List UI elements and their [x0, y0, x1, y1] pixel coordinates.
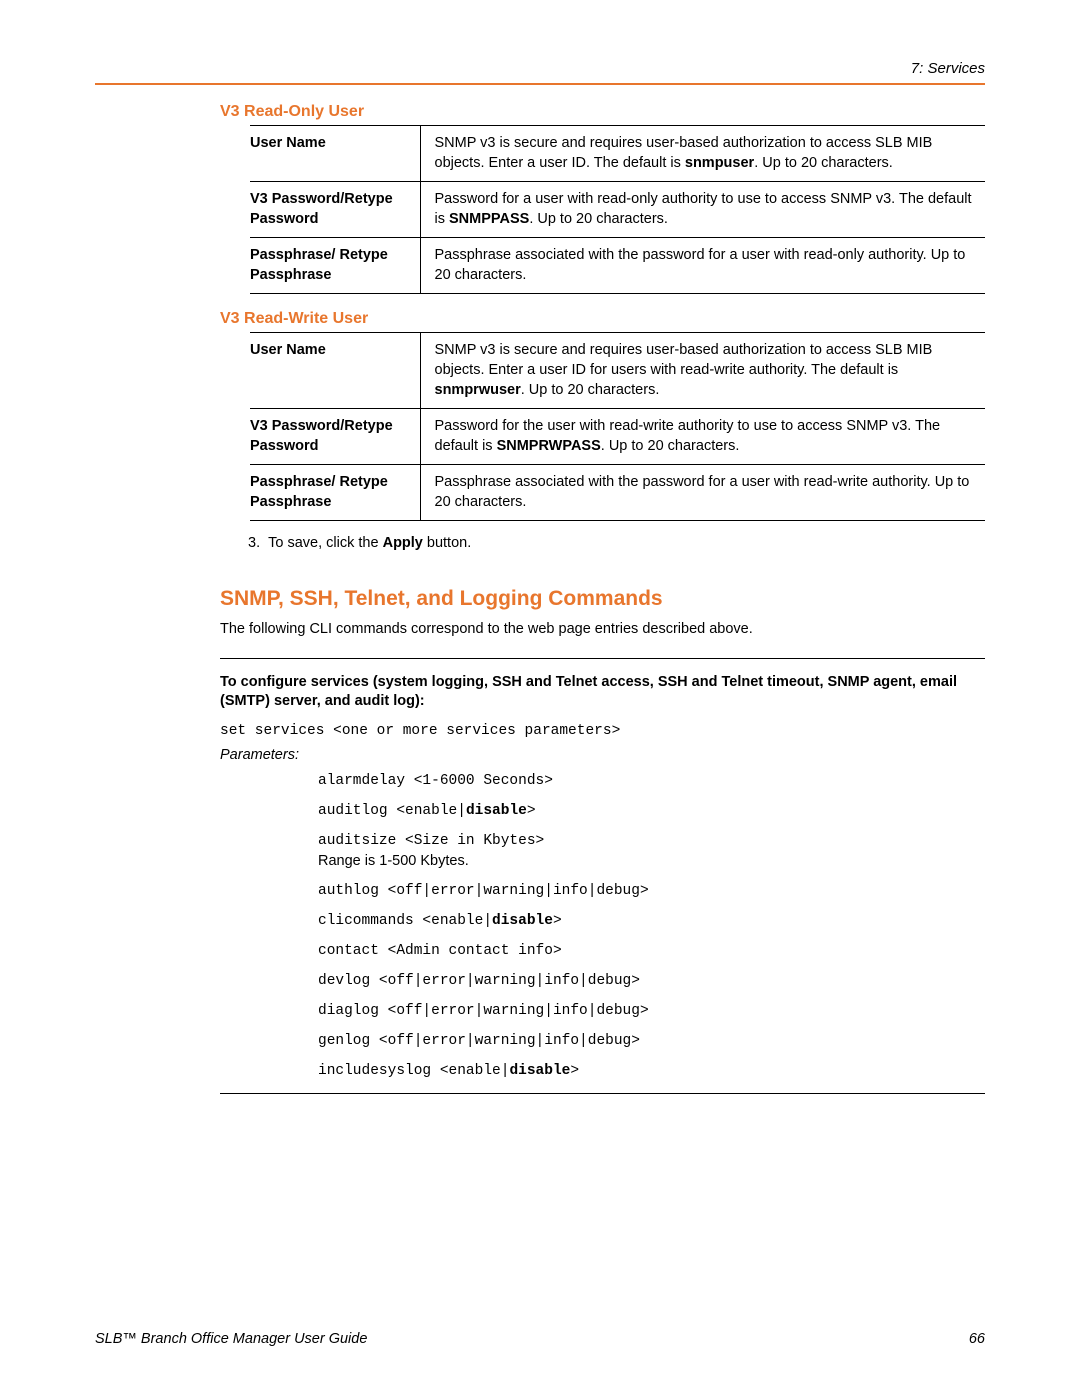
field-description: Passphrase associated with the password …	[420, 238, 985, 294]
header-rule	[95, 83, 985, 85]
step-instruction: 3. To save, click the Apply button.	[248, 535, 985, 551]
param-line: clicommands <enable|disable>	[318, 913, 985, 929]
bottom-divider	[220, 1093, 985, 1094]
table-readonly-body: User NameSNMP v3 is secure and requires …	[250, 126, 985, 294]
field-description: SNMP v3 is secure and requires user-base…	[420, 333, 985, 409]
param-line: contact <Admin contact info>	[318, 943, 985, 959]
param-note: Range is 1-500 Kbytes.	[318, 853, 985, 869]
divider	[220, 658, 985, 659]
param-line: includesyslog <enable|disable>	[318, 1063, 985, 1079]
table-row: Passphrase/ Retype PassphrasePassphrase …	[250, 238, 985, 294]
param-line: diaglog <off|error|warning|info|debug>	[318, 1003, 985, 1019]
field-label: Passphrase/ Retype Passphrase	[250, 238, 420, 294]
table-row: User NameSNMP v3 is secure and requires …	[250, 333, 985, 409]
commands-intro: The following CLI commands correspond to…	[220, 619, 985, 639]
field-description: Passphrase associated with the password …	[420, 465, 985, 521]
param-line: genlog <off|error|warning|info|debug>	[318, 1033, 985, 1049]
section-title-readwrite: V3 Read-Write User	[220, 310, 985, 328]
params-label: Parameters:	[220, 747, 985, 763]
document-page: 7: Services V3 Read-Only User User NameS…	[0, 0, 1080, 1397]
table-row: User NameSNMP v3 is secure and requires …	[250, 126, 985, 182]
set-command: set services <one or more services param…	[220, 722, 985, 741]
section-title-readonly: V3 Read-Only User	[220, 103, 985, 121]
footer-title: SLB™ Branch Office Manager User Guide	[95, 1331, 367, 1347]
table-row: V3 Password/Retype PasswordPassword for …	[250, 409, 985, 465]
field-label: User Name	[250, 333, 420, 409]
table-row: Passphrase/ Retype PassphrasePassphrase …	[250, 465, 985, 521]
field-label: Passphrase/ Retype Passphrase	[250, 465, 420, 521]
param-list: alarmdelay <1-6000 Seconds> auditlog <ena…	[318, 773, 985, 1079]
table-readonly: User NameSNMP v3 is secure and requires …	[250, 125, 985, 294]
page-header: 7: Services	[95, 60, 985, 103]
field-label: User Name	[250, 126, 420, 182]
config-intro: To configure services (system logging, S…	[220, 673, 985, 712]
commands-heading: SNMP, SSH, Telnet, and Logging Commands	[220, 587, 985, 611]
page-content: V3 Read-Only User User NameSNMP v3 is se…	[95, 103, 985, 1311]
table-readwrite: User NameSNMP v3 is secure and requires …	[250, 332, 985, 521]
chapter-label: 7: Services	[95, 60, 985, 77]
field-label: V3 Password/Retype Password	[250, 409, 420, 465]
field-description: Password for a user with read-only autho…	[420, 182, 985, 238]
param-line: auditlog <enable|disable>	[318, 803, 985, 819]
param-line: authlog <off|error|warning|info|debug>	[318, 883, 985, 899]
param-line: alarmdelay <1-6000 Seconds>	[318, 773, 985, 789]
param-line: auditsize <Size in Kbytes>	[318, 833, 985, 849]
page-footer: SLB™ Branch Office Manager User Guide 66	[95, 1311, 985, 1347]
param-line: devlog <off|error|warning|info|debug>	[318, 973, 985, 989]
field-label: V3 Password/Retype Password	[250, 182, 420, 238]
page-number: 66	[969, 1331, 985, 1347]
table-readwrite-body: User NameSNMP v3 is secure and requires …	[250, 333, 985, 521]
field-description: Password for the user with read-write au…	[420, 409, 985, 465]
field-description: SNMP v3 is secure and requires user-base…	[420, 126, 985, 182]
table-row: V3 Password/Retype PasswordPassword for …	[250, 182, 985, 238]
